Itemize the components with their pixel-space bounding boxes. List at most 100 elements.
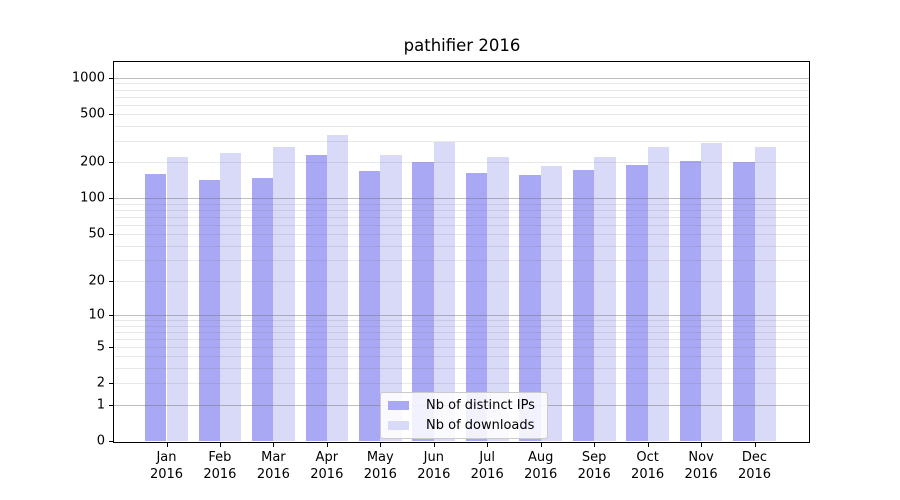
legend-item-distinct-ips: Nb of distinct IPs xyxy=(388,398,535,413)
gridline-minor xyxy=(114,319,809,321)
gridline-minor xyxy=(114,338,809,340)
gridline-minor xyxy=(114,331,809,333)
x-tick-jul xyxy=(487,443,489,447)
x-tick-label-feb: Feb 2016 xyxy=(203,450,237,482)
y-tick-10 xyxy=(109,314,113,316)
gridline-minor xyxy=(114,346,809,348)
x-tick-apr xyxy=(326,443,328,447)
y-tick-0 xyxy=(109,441,113,442)
gridline-minor xyxy=(114,325,809,327)
y-tick-label-100: 100 xyxy=(80,190,105,206)
legend: Nb of distinct IPs Nb of downloads xyxy=(380,392,548,439)
bar-ips-oct xyxy=(626,164,648,441)
bar-downloads-jan xyxy=(166,157,188,441)
gridline-major xyxy=(114,314,809,316)
x-tick-may xyxy=(380,443,382,447)
bar-downloads-aug xyxy=(540,165,563,441)
legend-label-downloads: Nb of downloads xyxy=(426,418,535,433)
gridline-major xyxy=(114,198,809,200)
gridline-minor xyxy=(114,203,809,205)
x-tick-jun xyxy=(433,443,435,447)
gridline-minor xyxy=(114,89,809,91)
y-tick-label-500: 500 xyxy=(80,106,105,122)
y-tick-1 xyxy=(109,404,113,406)
bar-ips-apr xyxy=(305,155,327,441)
bar-downloads-dec xyxy=(754,146,776,441)
x-tick-label-aug: Aug 2016 xyxy=(524,450,558,482)
bar-ips-sep xyxy=(572,170,595,441)
legend-label-distinct-ips: Nb of distinct IPs xyxy=(426,398,535,413)
plot-area: Nb of distinct IPs Nb of downloads 0 1 2 5 1… xyxy=(72,61,810,482)
bar-downloads-jun xyxy=(433,141,456,441)
x-tick-label-sep: Sep 2016 xyxy=(577,450,611,482)
gridline-minor xyxy=(114,260,809,262)
bar-downloads-sep xyxy=(594,157,616,441)
gridline-minor xyxy=(114,356,809,358)
y-tick-label-10: 10 xyxy=(88,307,105,323)
x-tick-nov xyxy=(701,443,703,447)
x-tick-label-mar: Mar 2016 xyxy=(256,450,290,482)
y-tick-20 xyxy=(109,280,113,282)
gridline-minor xyxy=(114,216,809,218)
x-tick-sep xyxy=(594,443,596,447)
legend-swatch-distinct-ips xyxy=(388,401,409,410)
y-tick-label-20: 20 xyxy=(88,273,105,289)
y-tick-100 xyxy=(109,198,113,200)
y-tick-5 xyxy=(109,346,113,348)
y-tick-200 xyxy=(109,162,113,164)
gridline-minor xyxy=(114,114,809,116)
gridline-minor xyxy=(114,234,809,236)
x-tick-feb xyxy=(219,443,221,447)
bar-ips-nov xyxy=(679,161,702,441)
bar-downloads-oct xyxy=(647,147,669,441)
y-tick-label-200: 200 xyxy=(80,154,105,170)
x-tick-label-jul: Jul 2016 xyxy=(470,450,504,482)
gridline-minor xyxy=(114,383,809,385)
gridline-minor xyxy=(114,280,809,282)
x-tick-label-apr: Apr 2016 xyxy=(310,450,344,482)
x-tick-oct xyxy=(647,443,649,447)
bar-ips-may xyxy=(358,170,381,441)
bar-downloads-may xyxy=(380,155,402,441)
bar-downloads-feb xyxy=(219,153,242,441)
y-tick-50 xyxy=(109,234,113,236)
bar-downloads-apr xyxy=(326,135,349,441)
gridline-minor xyxy=(114,104,809,106)
gridline-minor xyxy=(114,83,809,85)
x-tick-label-may: May 2016 xyxy=(363,450,397,482)
bar-downloads-jul xyxy=(487,156,509,441)
y-tick-label-5: 5 xyxy=(96,339,105,355)
x-tick-label-nov: Nov 2016 xyxy=(684,450,718,482)
y-tick-label-50: 50 xyxy=(88,226,105,242)
gridline-minor xyxy=(114,224,809,226)
gridline-minor xyxy=(114,96,809,98)
x-tick-label-oct: Oct 2016 xyxy=(631,450,665,482)
x-tick-aug xyxy=(540,443,542,447)
y-tick-label-1: 1 xyxy=(96,397,105,413)
bar-downloads-nov xyxy=(701,143,723,441)
y-tick-label-0: 0 xyxy=(96,433,105,449)
legend-item-downloads: Nb of downloads xyxy=(388,418,535,433)
x-tick-dec xyxy=(754,443,756,447)
x-tick-label-dec: Dec 2016 xyxy=(737,450,772,482)
gridline-minor xyxy=(114,140,809,142)
gridline-minor xyxy=(114,162,809,164)
gridline-minor xyxy=(114,368,809,370)
bar-ips-mar xyxy=(252,177,274,441)
x-tick-mar xyxy=(273,443,275,447)
x-tick-label-jun: Jun 2016 xyxy=(417,450,451,482)
bar-ips-jun xyxy=(412,162,434,441)
y-tick-1000 xyxy=(109,77,113,79)
y-tick-label-2: 2 xyxy=(96,375,105,391)
gridline-minor xyxy=(114,209,809,211)
bar-ips-feb xyxy=(198,180,220,441)
y-tick-2 xyxy=(109,383,113,385)
x-tick-jan xyxy=(166,443,168,447)
bar-downloads-mar xyxy=(273,146,295,441)
bar-ips-jul xyxy=(465,172,488,441)
x-tick-label-jan: Jan 2016 xyxy=(149,450,184,482)
chart-title: pathifier 2016 xyxy=(403,36,521,55)
gridline-minor xyxy=(114,125,809,127)
legend-swatch-downloads xyxy=(388,421,409,430)
